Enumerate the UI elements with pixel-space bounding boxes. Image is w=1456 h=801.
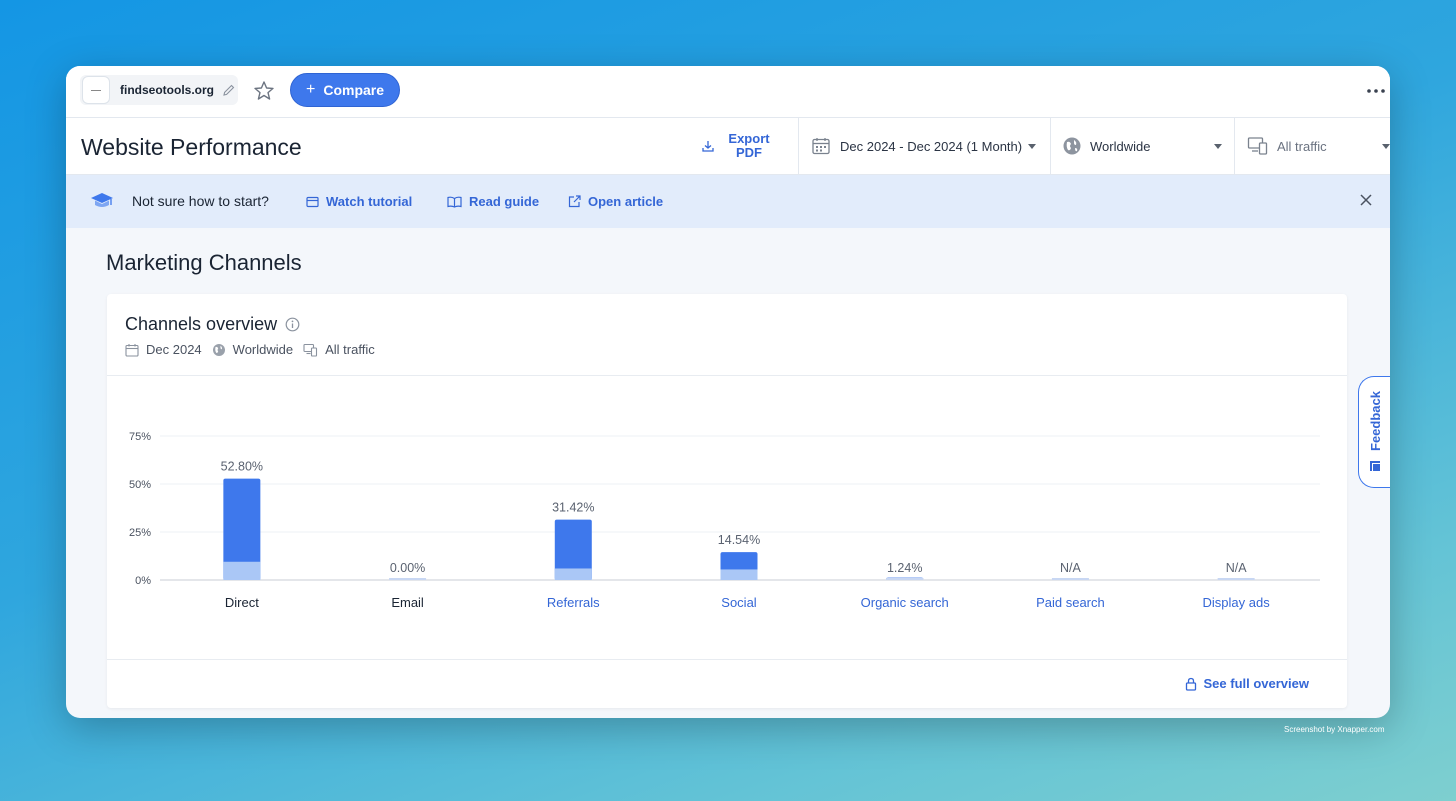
chevron-down-icon bbox=[1028, 143, 1037, 149]
section-title: Marketing Channels bbox=[106, 250, 302, 275]
calendar-icon bbox=[125, 343, 139, 357]
card-region-value: Worldwide bbox=[232, 342, 294, 357]
card-traffic: All traffic bbox=[303, 342, 375, 357]
region-value: Worldwide bbox=[1090, 138, 1151, 154]
x-category-label[interactable]: Paid search bbox=[1036, 595, 1105, 610]
x-category-label[interactable]: Referrals bbox=[547, 595, 600, 610]
plus-icon: + bbox=[305, 81, 316, 98]
region-select[interactable]: Worldwide bbox=[1062, 136, 1222, 156]
x-category-label: Email bbox=[391, 595, 424, 610]
channels-overview-card: Channels overview Dec 2024 bbox=[107, 294, 1347, 708]
tips-prompt: Not sure how to start? bbox=[132, 193, 269, 209]
download-icon bbox=[702, 141, 714, 152]
pencil-icon[interactable] bbox=[222, 83, 236, 97]
channels-bar-chart: 0% 25% 50% 75% 52.80% Direct 0.00% Email 31.42% R… bbox=[129, 431, 1320, 610]
data-label: 14.54% bbox=[718, 533, 760, 547]
data-label: 52.80% bbox=[221, 460, 263, 474]
more-options-icon[interactable] bbox=[1366, 84, 1386, 98]
read-guide-label: Read guide bbox=[469, 194, 540, 209]
tips-banner: Not sure how to start? Watch tutorial Re… bbox=[66, 175, 1390, 228]
card-divider bbox=[107, 659, 1347, 660]
card-date: Dec 2024 bbox=[125, 342, 202, 357]
info-icon[interactable] bbox=[285, 317, 300, 332]
open-article-link[interactable]: Open article bbox=[568, 194, 663, 209]
data-label: 31.42% bbox=[552, 501, 594, 515]
feedback-tab[interactable]: Feedback bbox=[1358, 376, 1390, 488]
site-favicon bbox=[82, 76, 110, 104]
close-icon[interactable] bbox=[1360, 194, 1372, 206]
devices-icon bbox=[303, 343, 318, 357]
watermark: Screenshot by Xnapper.com bbox=[1284, 725, 1385, 734]
card-traffic-value: All traffic bbox=[325, 342, 375, 357]
x-category-label[interactable]: Display ads bbox=[1203, 595, 1271, 610]
bar-segment bbox=[720, 569, 758, 580]
read-guide-link[interactable]: Read guide bbox=[447, 194, 539, 209]
external-link-icon bbox=[568, 195, 581, 208]
compare-button[interactable]: + Compare bbox=[290, 73, 400, 107]
calendar-icon bbox=[812, 138, 830, 155]
bar bbox=[223, 478, 261, 580]
bar bbox=[389, 578, 427, 580]
export-label-line2: PDF bbox=[736, 145, 762, 160]
chevron-down-icon bbox=[1382, 143, 1390, 149]
export-pdf-button[interactable]: Export PDF bbox=[702, 132, 774, 160]
header-divider bbox=[1234, 118, 1235, 175]
export-label-line1: Export bbox=[728, 131, 770, 146]
traffic-value: All traffic bbox=[1277, 138, 1327, 154]
bar bbox=[1217, 578, 1255, 580]
y-tick-label: 75% bbox=[129, 431, 151, 443]
data-label: 0.00% bbox=[390, 561, 425, 575]
compare-label: Compare bbox=[323, 82, 385, 98]
bar bbox=[886, 578, 924, 580]
top-bar: findseotools.org + Compare bbox=[66, 66, 1390, 118]
traffic-select[interactable]: All traffic bbox=[1247, 136, 1390, 156]
card-title-text: Channels overview bbox=[125, 314, 278, 334]
data-label: N/A bbox=[1226, 561, 1248, 575]
chevron-down-icon bbox=[1214, 143, 1222, 149]
watch-tutorial-label: Watch tutorial bbox=[326, 194, 413, 209]
header-divider bbox=[1050, 118, 1051, 175]
card-date-value: Dec 2024 bbox=[146, 342, 202, 357]
page-title: Website Performance bbox=[81, 134, 302, 160]
y-tick-label: 0% bbox=[135, 575, 151, 587]
card-region: Worldwide bbox=[212, 342, 293, 357]
date-range-value: Dec 2024 - Dec 2024 (1 Month) bbox=[840, 138, 1023, 154]
globe-icon bbox=[212, 343, 225, 356]
date-range-select[interactable]: Dec 2024 - Dec 2024 (1 Month) bbox=[811, 136, 1037, 156]
site-name: findseotools.org bbox=[120, 83, 214, 97]
app-window: findseotools.org + Compare Website Perfo… bbox=[66, 66, 1390, 718]
page-header: Website Performance Export PDF Dec 2024 … bbox=[66, 118, 1390, 175]
data-label: 1.24% bbox=[887, 561, 922, 575]
x-category-label[interactable]: Social bbox=[721, 595, 757, 610]
bar-segment bbox=[223, 561, 261, 580]
site-chip[interactable]: findseotools.org bbox=[80, 75, 238, 105]
star-icon[interactable] bbox=[252, 79, 276, 103]
see-full-overview-label: See full overview bbox=[1203, 676, 1310, 691]
x-category-label: Direct bbox=[225, 595, 259, 610]
x-category-label[interactable]: Organic search bbox=[861, 595, 949, 610]
card-title: Channels overview bbox=[125, 314, 300, 335]
book-icon bbox=[447, 196, 462, 208]
card-filters: Dec 2024 Worldwide All traffic bbox=[125, 342, 385, 357]
video-icon bbox=[306, 196, 319, 207]
bar bbox=[1051, 578, 1089, 580]
bar bbox=[554, 519, 592, 580]
card-divider bbox=[107, 375, 1347, 376]
globe-icon bbox=[1063, 137, 1081, 155]
feedback-icon bbox=[1370, 461, 1380, 471]
header-divider bbox=[798, 118, 799, 175]
watch-tutorial-link[interactable]: Watch tutorial bbox=[306, 194, 412, 209]
bar-segment bbox=[554, 568, 592, 580]
y-tick-label: 50% bbox=[129, 479, 151, 491]
feedback-label: Feedback bbox=[1368, 391, 1383, 451]
data-label: N/A bbox=[1060, 561, 1082, 575]
devices-icon bbox=[1247, 137, 1268, 155]
open-article-label: Open article bbox=[588, 194, 664, 209]
y-tick-label: 25% bbox=[129, 527, 151, 539]
see-full-overview-link[interactable]: See full overview bbox=[1185, 676, 1310, 691]
graduation-cap-icon bbox=[91, 193, 113, 207]
lock-icon bbox=[1185, 677, 1196, 691]
